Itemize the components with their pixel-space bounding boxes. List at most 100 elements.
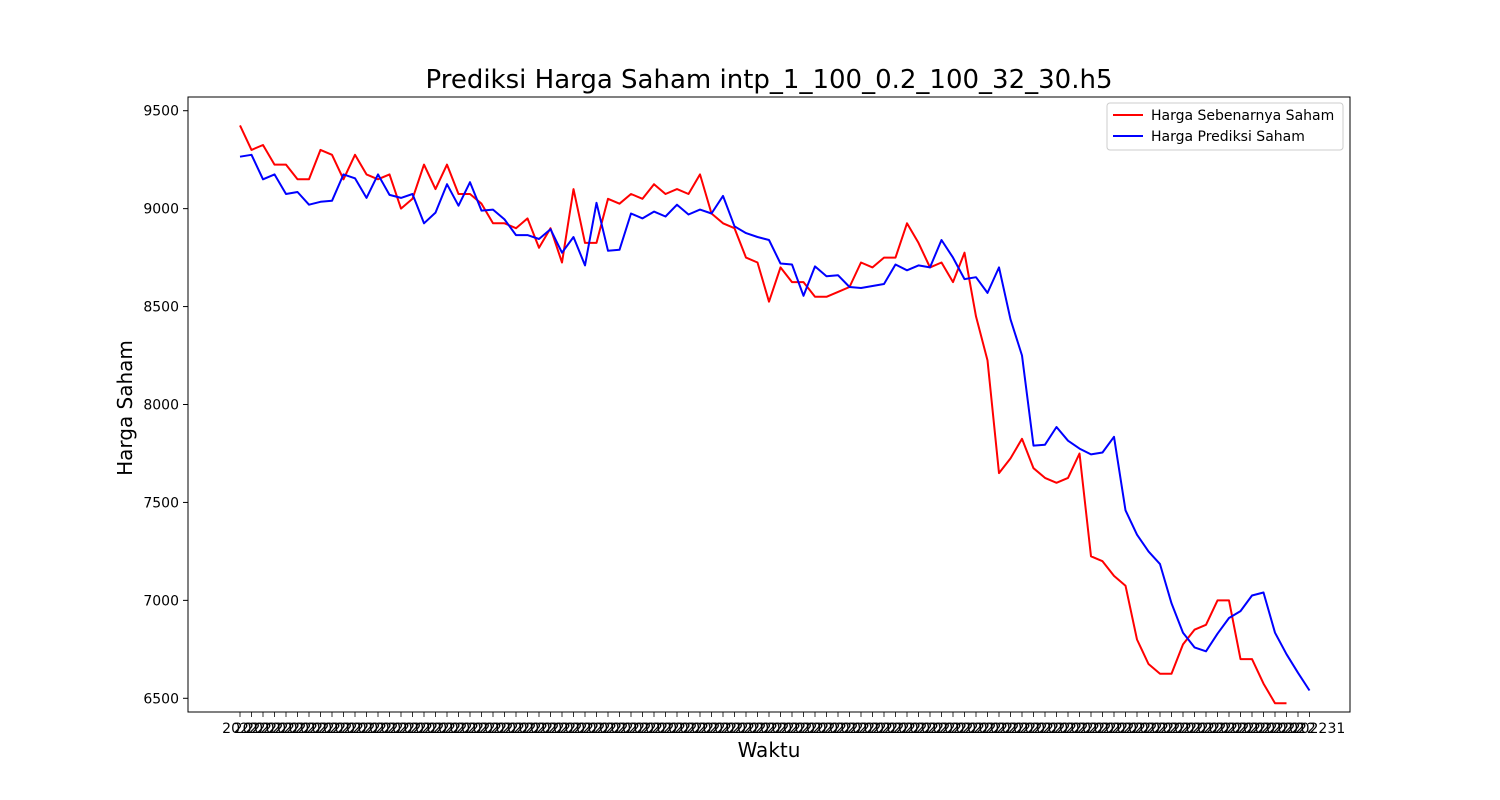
- y-tick-label: 7000: [143, 593, 179, 609]
- x-tick-label: 2022: [452, 721, 488, 737]
- x-tick-label: 2022: [1142, 721, 1178, 737]
- x-tick-label: 2022: [970, 721, 1006, 737]
- x-tick-label: 2022: [947, 721, 983, 737]
- y-axis: 6500 7000 7500 8000 8500 9000 9500: [143, 104, 188, 707]
- x-tick-label: 2022: [1073, 721, 1109, 737]
- x-tick-label: 2022: [878, 721, 914, 737]
- x-tick-label: 2022: [314, 721, 350, 737]
- y-tick-label: 6500: [143, 691, 179, 707]
- x-tick-label: 2022: [1211, 721, 1247, 737]
- x-tick-label: 2022: [441, 721, 477, 737]
- x-tick-label: 2022: [498, 721, 534, 737]
- x-tick-label: 2022: [1177, 721, 1213, 737]
- x-tick-label: 2022: [337, 721, 373, 737]
- x-tick-label: 2022: [1108, 721, 1144, 737]
- x-tick-label: 2022: [1292, 721, 1328, 737]
- x-tick-label: 2022: [751, 721, 787, 737]
- x-tick-label: 2022: [521, 721, 557, 737]
- x-tick-label: 2022: [763, 721, 799, 737]
- x-tick-label: 2022: [740, 721, 776, 737]
- series-line-actual: [239, 124, 1287, 705]
- x-tick-label-last: 31: [1328, 721, 1346, 737]
- x-tick-label: 2022: [889, 721, 925, 737]
- series-lines: [239, 124, 1311, 705]
- x-tick-label: 2022: [625, 721, 661, 737]
- legend-label-predicted: Harga Prediksi Saham: [1151, 129, 1305, 145]
- x-tick-label: 2022: [648, 721, 684, 737]
- x-tick-label: 2022: [257, 721, 293, 737]
- x-tick-label: 2022: [1131, 721, 1167, 737]
- x-tick-label: 2022: [556, 721, 592, 737]
- x-tick-label: 2022: [395, 721, 431, 737]
- x-tick-label: 2022: [406, 721, 442, 737]
- x-tick-label: 2022: [372, 721, 408, 737]
- x-tick-label: 2022: [705, 721, 741, 737]
- x-tick-label: 2022: [855, 721, 891, 737]
- x-tick-label: 2022: [728, 721, 764, 737]
- x-tick-label: 2022: [901, 721, 937, 737]
- x-tick-label: 2022: [1062, 721, 1098, 737]
- x-tick-label: 2022: [1039, 721, 1075, 737]
- x-tick-label: 2022: [383, 721, 419, 737]
- y-tick-label: 8500: [143, 300, 179, 316]
- x-tick-label: 2022: [1016, 721, 1052, 737]
- x-tick-label: 2022: [958, 721, 994, 737]
- x-tick-label: 2022: [464, 721, 500, 737]
- x-tick-label: 2022: [268, 721, 304, 737]
- x-tick-label: 2022: [1050, 721, 1086, 737]
- x-tick-label: 2022: [349, 721, 385, 737]
- x-tick-label: 2022: [774, 721, 810, 737]
- x-tick-label: 2022: [866, 721, 902, 737]
- y-tick-label: 9500: [143, 104, 179, 120]
- y-tick-label: 9000: [143, 202, 179, 218]
- x-tick-label: 2022: [291, 721, 327, 737]
- x-tick-label: 2022: [809, 721, 845, 737]
- x-tick-label: 2022: [912, 721, 948, 737]
- x-tick-label: 2022: [682, 721, 718, 737]
- x-tick-label: 2022: [533, 721, 569, 737]
- x-tick-label: 2022: [487, 721, 523, 737]
- x-tick-label: 2022: [935, 721, 971, 737]
- x-tick-label: 2022: [245, 721, 281, 737]
- y-axis-label: Harga Saham: [113, 340, 137, 476]
- x-tick-label: 2022: [602, 721, 638, 737]
- x-tick-label: 2022: [832, 721, 868, 737]
- x-tick-label: 2022: [1085, 721, 1121, 737]
- x-tick-label: 2022: [1246, 721, 1282, 737]
- x-tick-label: 2022: [303, 721, 339, 737]
- x-tick-label: 2022: [659, 721, 695, 737]
- y-tick-label: 7500: [143, 495, 179, 511]
- x-axis-label: Waktu: [738, 738, 801, 762]
- x-tick-label: 2022: [429, 721, 465, 737]
- x-tick-label: 2022: [1269, 721, 1305, 737]
- x-tick-label: 2022: [717, 721, 753, 737]
- x-tick-label: 2022: [1119, 721, 1155, 737]
- x-tick-label: 2022: [326, 721, 362, 737]
- legend-label-actual: Harga Sebenarnya Saham: [1151, 108, 1334, 124]
- x-tick-label: 2022: [1223, 721, 1259, 737]
- x-tick-label: 2022: [843, 721, 879, 737]
- x-tick-label: 2022: [590, 721, 626, 737]
- x-tick-label: 2022: [924, 721, 960, 737]
- x-tick-label: 2022: [1280, 721, 1316, 737]
- x-tick-label: 2022: [567, 721, 603, 737]
- x-tick-label: 2022: [797, 721, 833, 737]
- x-tick-label: 2022: [510, 721, 546, 737]
- x-tick-label: 2022: [1027, 721, 1063, 737]
- x-tick-label: 2022: [1234, 721, 1270, 737]
- x-tick-label: 2022: [1004, 721, 1040, 737]
- series-line-predicted: [239, 153, 1311, 692]
- x-tick-label: 2022: [1188, 721, 1224, 737]
- x-tick-label: 2022: [671, 721, 707, 737]
- x-tick-label: 2022: [613, 721, 649, 737]
- x-tick-label: 2022: [694, 721, 730, 737]
- x-tick-label: 2022: [1154, 721, 1190, 737]
- legend: Harga Sebenarnya Saham Harga Prediksi Sa…: [1106, 102, 1344, 151]
- legend-box: [1106, 102, 1344, 151]
- x-tick-label: 2022: [786, 721, 822, 737]
- x-tick-label: 2022: [234, 721, 270, 737]
- y-tick-label: 8000: [143, 398, 179, 414]
- x-tick-label: 2022: [1096, 721, 1132, 737]
- x-tick-label: 2022: [579, 721, 615, 737]
